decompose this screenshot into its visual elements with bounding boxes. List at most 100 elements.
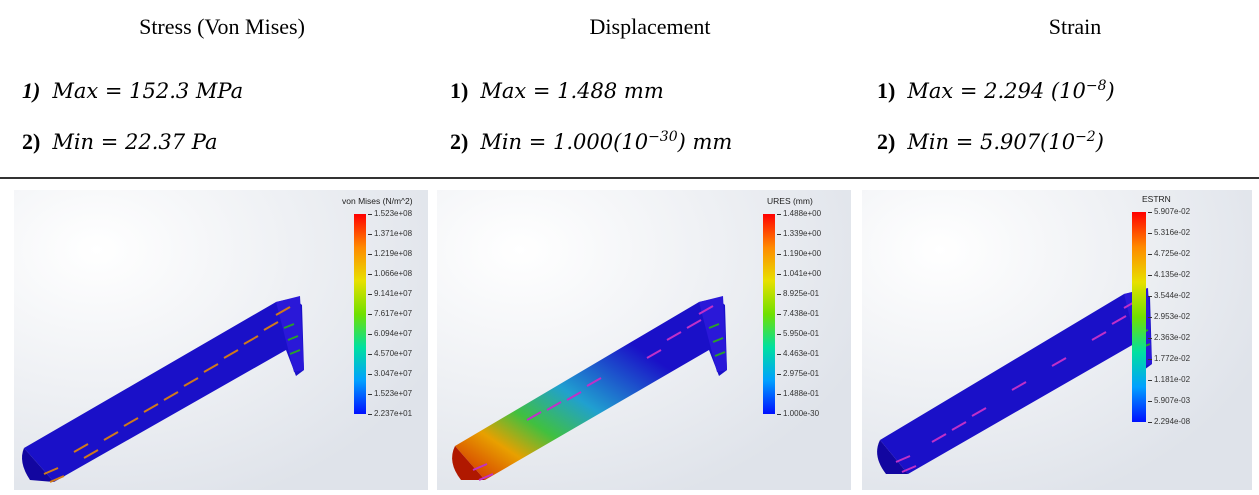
strain-legend-value: 4.135e-02 bbox=[1154, 270, 1191, 279]
disp-min: 2) Min = 1.000(10−30) mm bbox=[450, 129, 732, 155]
stress-model-body bbox=[24, 298, 304, 482]
stress-min-num: 2) bbox=[22, 129, 41, 154]
strain-min-num: 2) bbox=[877, 129, 896, 154]
displacement-plot-image bbox=[437, 190, 851, 490]
stress-legend-tick bbox=[368, 394, 372, 395]
strain-color-bar bbox=[1132, 212, 1146, 422]
strain-legend-tick bbox=[1148, 233, 1152, 234]
strain-legend-value: 2.363e-02 bbox=[1154, 333, 1191, 342]
stress-legend-tick bbox=[368, 294, 372, 295]
strain-legend-title: ESTRN bbox=[1142, 194, 1171, 204]
stress-legend-value: 1.523e+07 bbox=[374, 389, 413, 398]
strain-max-expr: Max = 2.294 (10−8) bbox=[907, 78, 1115, 103]
stress-legend-value: 9.141e+07 bbox=[374, 289, 413, 298]
stress-legend-tick bbox=[368, 274, 372, 275]
disp-min-expr: Min = 1.000(10−30) mm bbox=[480, 129, 733, 154]
disp-max-expr: Max = 1.488 mm bbox=[480, 79, 664, 103]
strain-heading: Strain bbox=[1048, 14, 1102, 39]
strain-legend-tick bbox=[1148, 254, 1152, 255]
stress-legend-tick bbox=[368, 334, 372, 335]
stress-min: 2) Min = 22.37 Pa bbox=[22, 129, 218, 155]
displacement-legend-value: 1.041e+00 bbox=[783, 269, 822, 278]
strain-legend-value: 2.294e-08 bbox=[1154, 417, 1191, 426]
displacement-legend-title: URES (mm) bbox=[767, 196, 813, 206]
stress-load-arrows bbox=[43, 306, 291, 483]
stress-min-expr: Min = 22.37 Pa bbox=[52, 130, 218, 154]
stress-legend-value: 1.371e+08 bbox=[374, 229, 413, 238]
strain-max-num: 1) bbox=[877, 78, 896, 103]
stress-legend-tick bbox=[368, 234, 372, 235]
strain-legend-value: 4.725e-02 bbox=[1154, 249, 1191, 258]
strain-legend-value: 2.953e-02 bbox=[1154, 312, 1191, 321]
displacement-legend-value: 7.438e-01 bbox=[783, 309, 820, 318]
displacement-legend-value: 5.950e-01 bbox=[783, 329, 820, 338]
strain-min: 2) Min = 5.907(10−2) bbox=[877, 129, 1104, 155]
stress-color-bar bbox=[354, 214, 366, 414]
stress-legend-tick bbox=[368, 374, 372, 375]
displacement-color-bar bbox=[763, 214, 775, 414]
strain-legend-value: 1.772e-02 bbox=[1154, 354, 1191, 363]
strain-min-expr: Min = 5.907(10−2) bbox=[907, 129, 1104, 154]
divider-line bbox=[0, 177, 1259, 179]
strain-legend-tick bbox=[1148, 275, 1152, 276]
displacement-legend-value: 1.488e+00 bbox=[783, 209, 822, 218]
strain-legend-value: 5.316e-02 bbox=[1154, 228, 1191, 237]
displacement-model-body bbox=[455, 298, 727, 480]
stress-legend-value: 1.523e+08 bbox=[374, 209, 413, 218]
displacement-legend-tick bbox=[777, 414, 781, 415]
displacement-legend-tick bbox=[777, 214, 781, 215]
strain-legend-value: 1.181e-02 bbox=[1154, 375, 1191, 384]
strain-legend-tick bbox=[1148, 212, 1152, 213]
disp-max-num: 1) bbox=[450, 78, 469, 103]
strain-legend-tick bbox=[1148, 380, 1152, 381]
stress-legend-tick bbox=[368, 214, 372, 215]
stress-legend-title: von Mises (N/m^2) bbox=[342, 196, 413, 206]
disp-max: 1) Max = 1.488 mm bbox=[450, 78, 664, 104]
displacement-legend-tick bbox=[777, 314, 781, 315]
stress-max: 1) Max = 152.3 MPa bbox=[22, 78, 243, 104]
displacement-load-arrows bbox=[472, 305, 714, 481]
stress-legend-tick bbox=[368, 414, 372, 415]
displacement-legend-tick bbox=[777, 234, 781, 235]
displacement-legend-tick bbox=[777, 254, 781, 255]
strain-legend-tick bbox=[1148, 296, 1152, 297]
strain-legend-tick bbox=[1148, 338, 1152, 339]
stress-legend-value: 2.237e+01 bbox=[374, 409, 413, 418]
stress-max-expr: Max = 152.3 MPa bbox=[52, 79, 244, 103]
strain-legend-value: 3.544e-02 bbox=[1154, 291, 1191, 300]
disp-min-num: 2) bbox=[450, 129, 469, 154]
displacement-legend-value: 1.000e-30 bbox=[783, 409, 820, 418]
displacement-legend-tick bbox=[777, 294, 781, 295]
displacement-legend-value: 8.925e-01 bbox=[783, 289, 820, 298]
stress-legend-value: 7.617e+07 bbox=[374, 309, 413, 318]
stress-legend-tick bbox=[368, 314, 372, 315]
stress-legend-tick bbox=[368, 354, 372, 355]
strain-legend-tick bbox=[1148, 422, 1152, 423]
displacement-legend-value: 2.975e-01 bbox=[783, 369, 820, 378]
stress-legend-value: 1.066e+08 bbox=[374, 269, 413, 278]
strain-plot-image bbox=[862, 190, 1252, 490]
stress-legend-value: 3.047e+07 bbox=[374, 369, 413, 378]
strain-legend-value: 5.907e-02 bbox=[1154, 207, 1191, 216]
stress-fixture-arrows bbox=[283, 323, 301, 355]
displacement-heading: Displacement bbox=[589, 14, 711, 39]
displacement-legend-value: 1.339e+00 bbox=[783, 229, 822, 238]
stress-heading: Stress (Von Mises) bbox=[139, 14, 305, 39]
stress-legend-value: 1.219e+08 bbox=[374, 249, 413, 258]
strain-legend-value: 5.907e-03 bbox=[1154, 396, 1191, 405]
displacement-legend-tick bbox=[777, 394, 781, 395]
displacement-legend-tick bbox=[777, 334, 781, 335]
displacement-plot-panel: URES (mm) 1.488e+00 1.339e+00 1.190e+00 1.0… bbox=[437, 190, 851, 490]
displacement-legend-tick bbox=[777, 354, 781, 355]
strain-legend-tick bbox=[1148, 359, 1152, 360]
displacement-legend-value: 1.190e+00 bbox=[783, 249, 822, 258]
displacement-fixture-arrows bbox=[708, 323, 726, 357]
strain-legend-tick bbox=[1148, 317, 1152, 318]
stress-plot-panel: von Mises (N/m^2) 1.523e+08 1.371e+08 1.21… bbox=[14, 190, 428, 490]
stress-legend-tick bbox=[368, 254, 372, 255]
strain-load-arrows bbox=[895, 299, 1139, 473]
displacement-legend-tick bbox=[777, 274, 781, 275]
strain-max: 1) Max = 2.294 (10−8) bbox=[877, 78, 1115, 104]
strain-model-body bbox=[880, 290, 1152, 474]
displacement-legend-tick bbox=[777, 374, 781, 375]
